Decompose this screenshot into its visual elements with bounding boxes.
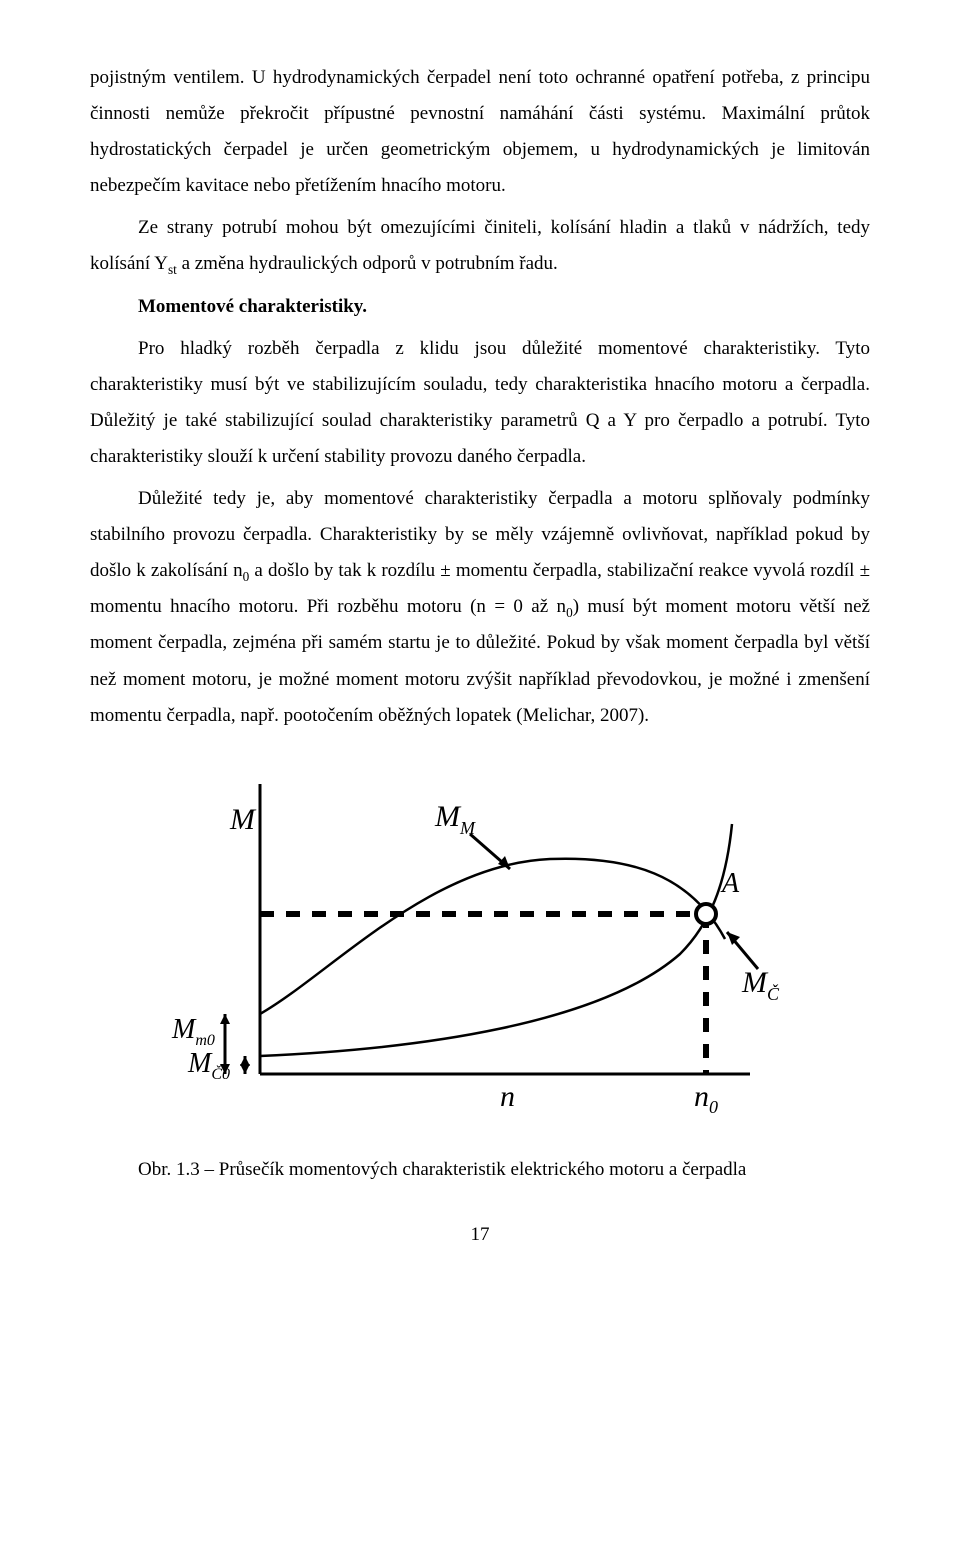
moment-characteristics-diagram: M MM A MČ Mm0 MČ0 n n0	[170, 764, 790, 1124]
arrow-mc0	[240, 1056, 250, 1074]
figure-caption: Obr. 1.3 – Průsečík momentových charakte…	[90, 1152, 870, 1188]
label-mc0-main: M	[187, 1048, 213, 1079]
label-m-axis: M	[229, 803, 257, 836]
figure-container: M MM A MČ Mm0 MČ0 n n0	[90, 764, 870, 1124]
label-mc-sub: Č	[767, 983, 780, 1004]
arrow-mm	[470, 834, 510, 869]
label-mm: MM	[434, 800, 476, 838]
label-mc: MČ	[741, 966, 780, 1004]
label-n0: n0	[694, 1080, 718, 1117]
label-n-axis: n	[500, 1080, 515, 1113]
label-mm-sub: M	[459, 818, 476, 838]
paragraph-1: pojistným ventilem. U hydrodynamických č…	[90, 60, 870, 204]
p5-sub2: 0	[566, 605, 573, 620]
paragraph-3-heading: Momentové charakteristiky.	[90, 289, 870, 325]
label-mc-main: M	[741, 966, 769, 999]
page-container: pojistným ventilem. U hydrodynamických č…	[0, 0, 960, 1286]
heading-momentove: Momentové charakteristiky.	[138, 296, 367, 317]
p2-sub: st	[168, 262, 177, 277]
motor-curve	[260, 858, 725, 1013]
paragraph-5: Důležité tedy je, aby momentové charakte…	[90, 481, 870, 734]
arrow-mc	[727, 932, 758, 969]
label-mm0: Mm0	[171, 1014, 215, 1049]
page-number: 17	[90, 1224, 870, 1246]
pump-curve	[260, 824, 732, 1056]
label-n0-main: n	[694, 1080, 709, 1113]
p2-text-b: a změna hydraulických odporů v potrubním…	[177, 253, 558, 274]
label-mc0-sub: Č0	[211, 1064, 230, 1083]
axes	[260, 784, 750, 1074]
paragraph-4: Pro hladký rozběh čerpadla z klidu jsou …	[90, 331, 870, 475]
paragraph-2: Ze strany potrubí mohou být omezujícími …	[90, 210, 870, 282]
arrow-mm0	[220, 1014, 230, 1074]
label-mm0-sub: m0	[195, 1032, 215, 1049]
label-mm0-main: M	[171, 1014, 197, 1045]
label-mm-main: M	[434, 800, 462, 833]
label-a: A	[720, 868, 740, 899]
label-n0-sub: 0	[709, 1097, 718, 1117]
point-a	[696, 904, 716, 924]
